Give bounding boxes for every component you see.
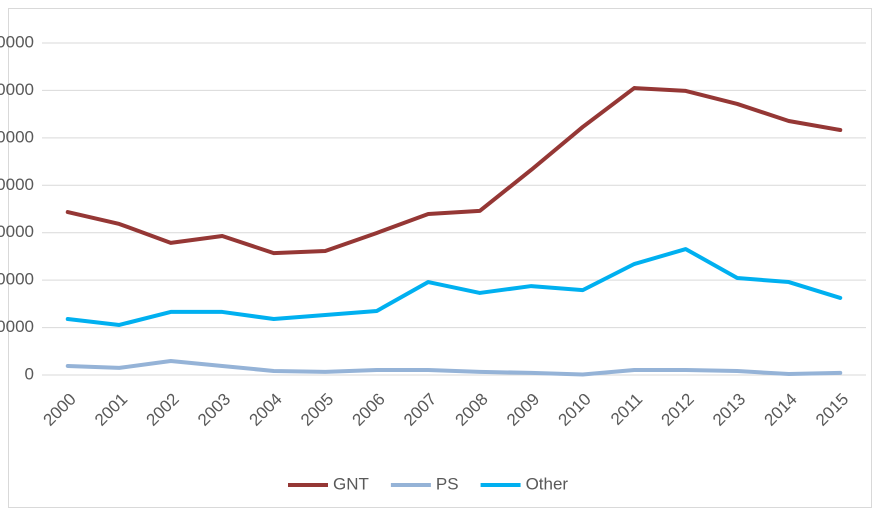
chart-border [8, 8, 872, 508]
y-tick-label: 40000 [0, 270, 34, 289]
y-tick-label: 20000 [0, 317, 34, 336]
data-line [65, 359, 843, 377]
y-tick-label: 80000 [0, 175, 34, 194]
legend-label: GNT [333, 474, 369, 493]
y-tick-label: 0 [25, 364, 34, 383]
y-tick-label: 140000 [0, 32, 34, 51]
legend-label: Other [526, 474, 569, 493]
y-tick-label: 120000 [0, 80, 34, 99]
y-tick-label: 100000 [0, 127, 34, 146]
data-line [65, 86, 843, 256]
legend-label: PS [436, 474, 459, 493]
y-tick-label: 60000 [0, 222, 34, 241]
data-line [65, 247, 843, 327]
